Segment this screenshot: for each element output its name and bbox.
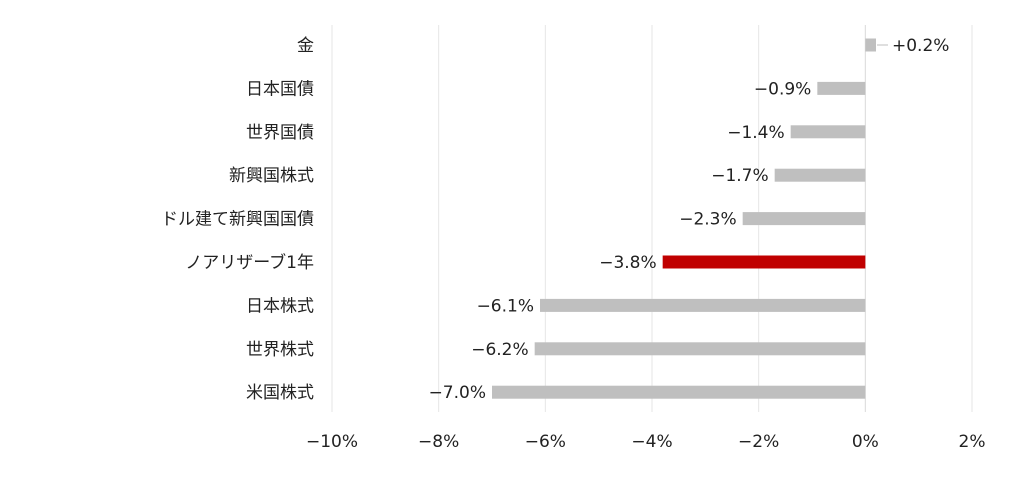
category-label: 世界株式 <box>246 340 314 360</box>
x-tick-label: −10% <box>306 432 358 452</box>
bar <box>865 38 876 52</box>
category-label: 世界国債 <box>246 123 314 143</box>
bar <box>774 168 866 182</box>
category-label: ノアリザーブ1年 <box>185 252 314 273</box>
bar <box>540 298 866 312</box>
bar <box>534 342 866 356</box>
data-label: −1.7% <box>711 166 768 186</box>
bar <box>662 255 866 269</box>
data-label: −6.1% <box>477 296 534 316</box>
x-tick-label: 2% <box>959 432 986 452</box>
x-tick-label: −4% <box>631 432 672 452</box>
category-label: ドル建て新興国国債 <box>161 210 314 230</box>
category-label: 新興国株式 <box>229 166 314 186</box>
data-label: +0.2% <box>892 36 949 56</box>
x-tick-label: −2% <box>738 432 779 452</box>
category-label: 米国株式 <box>246 383 314 403</box>
bar <box>742 212 866 226</box>
data-label: −0.9% <box>754 79 811 99</box>
data-label: −6.2% <box>471 340 528 360</box>
bar <box>492 385 866 399</box>
data-label: −1.4% <box>727 123 784 143</box>
bar <box>817 81 866 95</box>
data-label: −7.0% <box>429 383 486 403</box>
x-tick-label: −6% <box>525 432 566 452</box>
category-label: 日本国債 <box>246 79 314 99</box>
category-label: 日本株式 <box>246 296 314 316</box>
category-label: 金 <box>297 36 314 56</box>
data-label: −3.8% <box>599 253 656 273</box>
x-tick-label: 0% <box>852 432 879 452</box>
bar <box>790 125 866 139</box>
data-label: −2.3% <box>679 210 736 230</box>
x-tick-label: −8% <box>418 432 459 452</box>
